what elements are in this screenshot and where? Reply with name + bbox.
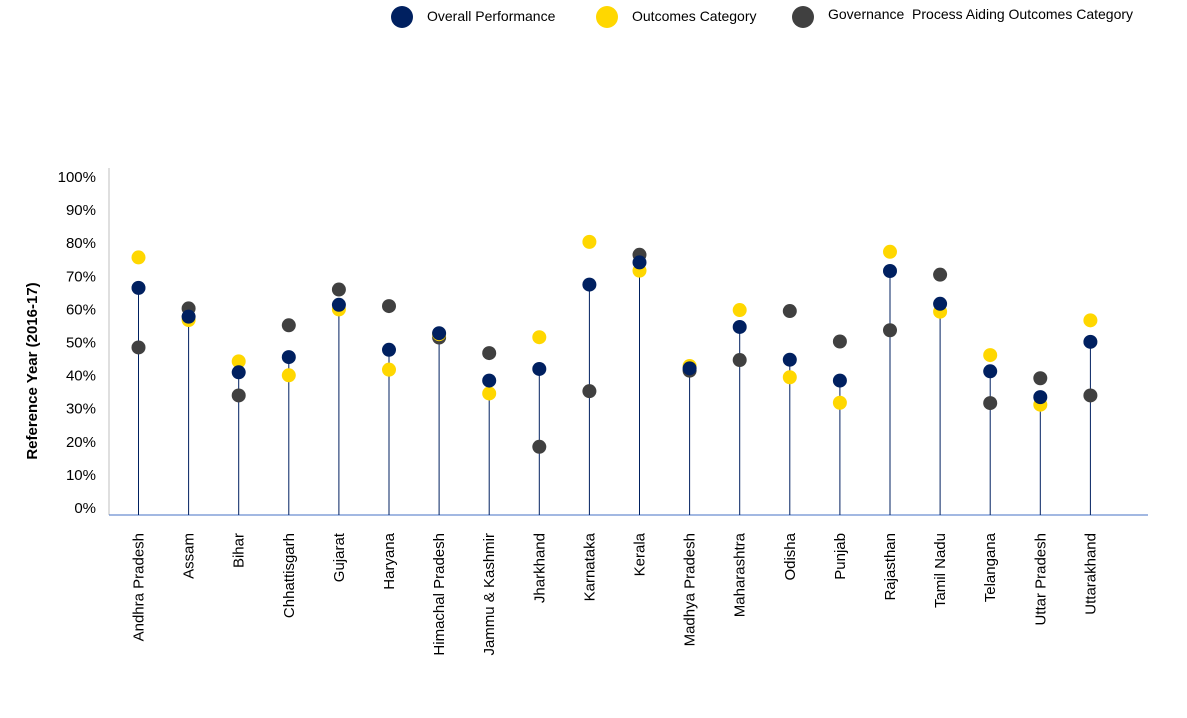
x-tick-label-odisha: Odisha xyxy=(782,532,799,580)
point-overall-performance-kerala xyxy=(632,255,647,270)
x-tick-label-andhra-pradesh: Andhra Pradesh xyxy=(131,533,148,641)
x-tick-label-uttarakhand: Uttarakhand xyxy=(1082,533,1099,615)
point-outcomes-category-chhattisgarh xyxy=(281,368,296,383)
x-tick-label-jharkhand: Jharkhand xyxy=(531,533,548,603)
x-tick-label-punjab: Punjab xyxy=(832,533,849,580)
point-governance-process-aiding-outcomes-category-karnataka xyxy=(582,384,597,399)
point-overall-performance-gujarat xyxy=(331,297,346,312)
point-overall-performance-telangana xyxy=(983,364,998,379)
y-tick-label: 70% xyxy=(66,268,96,285)
point-overall-performance-andhra-pradesh xyxy=(131,280,146,295)
y-tick-label: 80% xyxy=(66,235,96,252)
point-outcomes-category-odisha xyxy=(782,370,797,385)
point-overall-performance-odisha xyxy=(782,352,797,367)
point-outcomes-category-rajasthan xyxy=(883,244,897,259)
x-tick-label-tamil-nadu: Tamil Nadu xyxy=(932,533,949,608)
x-tick-label-chhattisgarh: Chhattisgarh xyxy=(281,533,298,618)
legend-label-outcomes-category: Outcomes Category xyxy=(632,8,757,24)
stems xyxy=(138,262,1091,515)
point-governance-process-aiding-outcomes-category-uttar-pradesh xyxy=(1033,371,1048,386)
point-governance-process-aiding-outcomes-category-tamil-nadu xyxy=(933,267,948,282)
x-tick-label-telangana: Telangana xyxy=(982,532,999,602)
x-tick-label-himachal-pradesh: Himachal Pradesh xyxy=(431,533,448,656)
point-governance-process-aiding-outcomes-category-rajasthan xyxy=(883,323,897,338)
point-overall-performance-jammu-and-kashmir xyxy=(482,373,497,388)
x-tick-label-rajasthan: Rajasthan xyxy=(882,533,899,601)
point-outcomes-category-jharkhand xyxy=(532,330,547,345)
point-overall-performance-punjab xyxy=(832,373,847,388)
legend-marker-governance-process-aiding-outcomes-category xyxy=(792,6,814,28)
x-axis: Andhra Pradesh Assam Bihar Chhattisgarh Guja… xyxy=(131,532,1100,655)
legend: Overall Performance Outcomes Category Gove… xyxy=(391,6,1133,28)
legend-label-governance-process-aiding-outcomes-category: Governance Process Aiding Outcomes Categ… xyxy=(828,6,1133,22)
y-axis: 0% 10% 20% 30% 40% 50% 60% 70% 80% 90% 100% xyxy=(58,169,96,517)
legend-label-overall-performance: Overall Performance xyxy=(427,8,556,24)
point-outcomes-category-punjab xyxy=(832,395,847,410)
y-axis-title: Reference Year (2016-17) xyxy=(24,282,41,459)
y-tick-label: 20% xyxy=(66,434,96,451)
point-governance-process-aiding-outcomes-category-telangana xyxy=(983,396,998,411)
point-governance-process-aiding-outcomes-category-jammu-and-kashmir xyxy=(482,346,497,361)
y-tick-label: 0% xyxy=(74,500,96,517)
point-outcomes-category-maharashtra xyxy=(732,303,747,318)
y-tick-label: 100% xyxy=(58,169,96,186)
x-tick-label-jammu-and-kashmir: Jammu & Kashmir xyxy=(481,533,498,656)
point-governance-process-aiding-outcomes-category-uttarakhand xyxy=(1083,388,1098,403)
point-outcomes-category-haryana xyxy=(382,362,396,377)
x-tick-label-bihar: Bihar xyxy=(231,533,248,568)
point-outcomes-category-karnataka xyxy=(582,234,597,249)
point-overall-performance-maharashtra xyxy=(732,319,747,334)
point-overall-performance-bihar xyxy=(231,365,246,380)
x-tick-label-madhya-pradesh: Madhya Pradesh xyxy=(682,533,699,646)
point-overall-performance-uttarakhand xyxy=(1083,334,1098,349)
point-governance-process-aiding-outcomes-category-haryana xyxy=(382,299,396,314)
point-governance-process-aiding-outcomes-category-bihar xyxy=(231,388,246,403)
point-governance-process-aiding-outcomes-category-chhattisgarh xyxy=(281,318,296,333)
point-governance-process-aiding-outcomes-category-jharkhand xyxy=(532,439,547,454)
y-tick-label: 40% xyxy=(66,368,96,385)
point-outcomes-category-bihar xyxy=(231,354,246,369)
point-governance-process-aiding-outcomes-category-andhra-pradesh xyxy=(131,340,146,355)
point-governance-process-aiding-outcomes-category-punjab xyxy=(832,334,847,349)
point-overall-performance-karnataka xyxy=(582,277,597,292)
point-outcomes-category-jammu-and-kashmir xyxy=(482,386,497,401)
point-outcomes-category-uttarakhand xyxy=(1083,313,1098,328)
x-tick-label-gujarat: Gujarat xyxy=(331,532,348,582)
point-overall-performance-himachal-pradesh xyxy=(432,326,447,341)
x-tick-label-kerala: Kerala xyxy=(632,532,649,576)
point-governance-process-aiding-outcomes-category-odisha xyxy=(782,304,797,319)
point-overall-performance-haryana xyxy=(382,342,396,357)
point-governance-process-aiding-outcomes-category-gujarat xyxy=(331,282,346,297)
point-overall-performance-chhattisgarh xyxy=(281,350,296,365)
x-tick-label-uttar-pradesh: Uttar Pradesh xyxy=(1032,533,1049,626)
x-tick-label-assam: Assam xyxy=(181,533,198,579)
point-overall-performance-uttar-pradesh xyxy=(1033,390,1048,405)
x-tick-label-maharashtra: Maharashtra xyxy=(732,532,749,617)
y-tick-label: 50% xyxy=(66,335,96,352)
point-governance-process-aiding-outcomes-category-maharashtra xyxy=(732,353,747,368)
point-overall-performance-rajasthan xyxy=(883,264,897,279)
y-tick-label: 10% xyxy=(66,467,96,484)
y-tick-label: 60% xyxy=(66,301,96,318)
axes xyxy=(108,168,1148,516)
point-overall-performance-madhya-pradesh xyxy=(682,361,697,376)
point-outcomes-category-telangana xyxy=(983,348,998,363)
legend-marker-overall-performance xyxy=(391,6,413,28)
point-overall-performance-assam xyxy=(181,309,196,324)
x-tick-label-haryana: Haryana xyxy=(381,532,398,589)
point-outcomes-category-andhra-pradesh xyxy=(131,250,146,265)
y-tick-label: 30% xyxy=(66,401,96,418)
points xyxy=(131,234,1098,454)
x-tick-label-karnataka: Karnataka xyxy=(581,532,598,601)
y-tick-label: 90% xyxy=(66,202,96,219)
legend-marker-outcomes-category xyxy=(596,6,618,28)
point-overall-performance-tamil-nadu xyxy=(933,296,948,311)
point-overall-performance-jharkhand xyxy=(532,361,547,376)
